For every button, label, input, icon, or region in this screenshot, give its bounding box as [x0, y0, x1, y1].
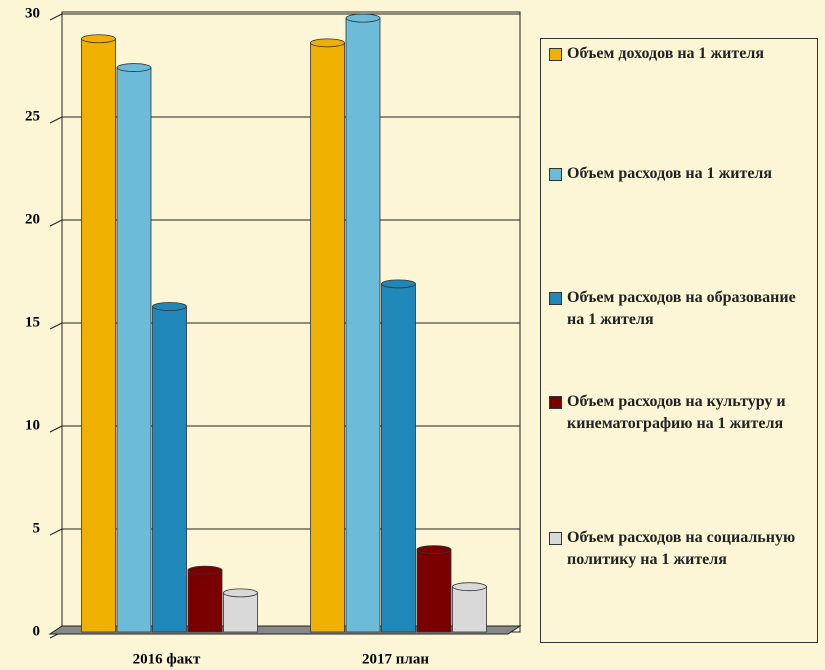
- y-tick-label: 20: [25, 211, 40, 227]
- bar: [416, 549, 452, 633]
- legend-item: Объем доходов на 1 жителя: [549, 43, 811, 65]
- legend-label: Объем расходов на 1 жителя: [567, 165, 773, 182]
- tick-mark: [49, 13, 63, 21]
- y-tick-label: 5: [33, 520, 41, 536]
- legend-label: Объем расходов на образование на 1 жител…: [567, 289, 796, 328]
- bar: [310, 42, 345, 633]
- bar-top: [81, 34, 116, 44]
- legend-item: Объем расходов на социальную политику на…: [549, 527, 811, 571]
- bar-top: [310, 38, 345, 48]
- y-tick-label: 10: [25, 417, 40, 433]
- bar: [223, 592, 258, 633]
- tick-mark: [49, 425, 63, 433]
- y-tick-label: 15: [25, 314, 40, 330]
- legend-label: Объем расходов на социальную политику на…: [567, 529, 796, 568]
- y-tick-label: 30: [25, 5, 40, 21]
- legend-label: Объем доходов на 1 жителя: [567, 45, 764, 62]
- legend-swatch: [549, 292, 562, 305]
- bar-top: [116, 63, 152, 72]
- tick-mark: [49, 322, 63, 330]
- legend-swatch: [549, 48, 562, 61]
- legend-label: Объем расходов на культуру и кинематогра…: [567, 393, 786, 432]
- legend-swatch: [549, 168, 562, 181]
- legend-item: Объем расходов на культуру и кинематогра…: [549, 391, 811, 435]
- legend-item: Объем расходов на 1 жителя: [549, 163, 811, 185]
- x-tick-label: 2017 план: [362, 651, 429, 667]
- bar: [187, 569, 223, 633]
- bar: [381, 283, 416, 633]
- bar-top: [187, 565, 223, 575]
- tick-mark: [49, 116, 63, 124]
- bar: [452, 586, 487, 633]
- bar-top: [416, 545, 452, 554]
- bar: [116, 67, 152, 633]
- bar-top: [381, 279, 416, 289]
- legend: Объем доходов на 1 жителя Объем расходов …: [540, 38, 818, 643]
- x-tick-label: 2016 факт: [133, 651, 201, 667]
- bar-top: [223, 588, 258, 598]
- bar: [152, 306, 187, 633]
- tick-mark: [49, 528, 63, 536]
- bar: [81, 38, 116, 633]
- bar: [345, 17, 381, 633]
- bar-top: [345, 13, 381, 23]
- y-tick-label: 25: [25, 108, 40, 124]
- tick-mark: [49, 219, 63, 227]
- legend-item: Объем расходов на образование на 1 жител…: [549, 287, 811, 331]
- y-tick-label: 0: [33, 623, 41, 639]
- bar-top: [152, 302, 187, 311]
- legend-swatch: [549, 532, 562, 545]
- bar-top: [452, 582, 487, 592]
- legend-swatch: [549, 396, 562, 409]
